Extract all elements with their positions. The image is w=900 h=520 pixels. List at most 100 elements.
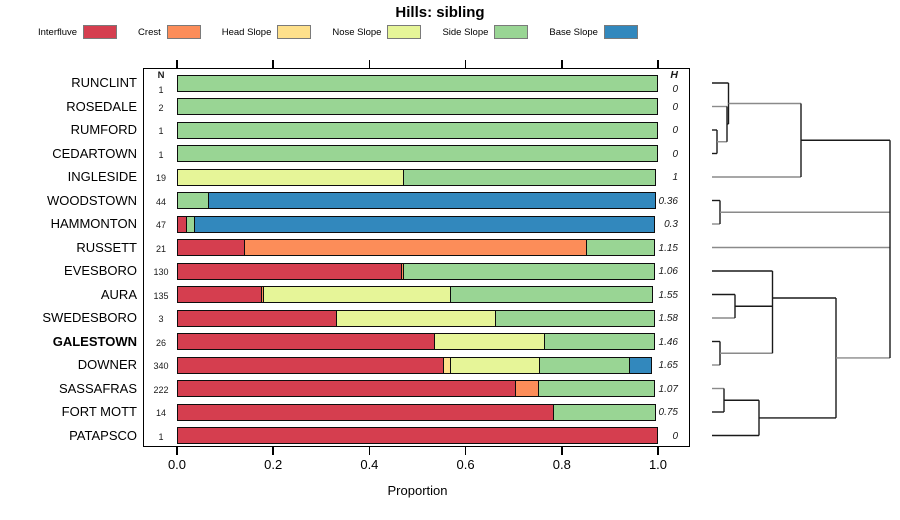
bar-segment-nose-slope: [262, 286, 452, 303]
stacked-bar-swedesboro: [177, 309, 655, 327]
row-label-downer: DOWNER: [77, 357, 137, 372]
x-axis-tick-label: 0.8: [552, 457, 571, 472]
bar-segment-crest: [515, 380, 540, 397]
x-axis-tick-label: 1.0: [648, 457, 668, 472]
x-axis-tick-top: [464, 60, 467, 68]
bar-segment-interfluve: [177, 239, 246, 256]
bar-segment-crest: [244, 239, 588, 256]
legend-item-nose-slope: Nose Slope: [332, 25, 422, 39]
stacked-bar-cedartown: [177, 145, 658, 162]
bar-segment-nose-slope: [449, 356, 541, 374]
row-h-value: 0.3: [664, 219, 678, 230]
row-label-swedesboro: SWEDESBORO: [42, 310, 137, 325]
row-h-value: 0: [672, 430, 678, 442]
stacked-bar-rumford: [177, 121, 658, 139]
bar-segment-side-slope: [403, 168, 657, 186]
row-label-aura: AURA: [100, 286, 137, 302]
x-axis-tick-bottom: [561, 447, 563, 455]
row-n-value: 1: [158, 149, 164, 160]
x-axis-tick-top: [561, 60, 563, 68]
x-axis-tick-label: 0.0: [167, 457, 187, 472]
row-label-patapsco: PATAPSCO: [69, 427, 137, 443]
row-label-galestown: GALESTOWN: [52, 333, 137, 349]
bar-segment-interfluve: [177, 403, 556, 421]
row-label-russett: RUSSETT: [76, 239, 137, 255]
row-h-value: 0.36: [658, 195, 678, 207]
n-column-header: N: [157, 70, 165, 81]
row-n-value: 1: [158, 126, 164, 136]
row-label-rumford: RUMFORD: [70, 122, 137, 137]
bar-segment-interfluve: [177, 356, 445, 374]
stacked-bar-runclint: [177, 74, 658, 92]
row-h-value: 1.07: [658, 383, 678, 395]
legend-swatch-interfluve: [83, 25, 118, 39]
bar-segment-side-slope: [537, 380, 655, 397]
bar-segment-interfluve: [177, 262, 403, 280]
bar-segment-interfluve: [177, 286, 263, 303]
row-n-value: 3: [158, 314, 164, 324]
row-h-value: 1.06: [658, 266, 678, 277]
x-axis-tick-bottom: [368, 447, 371, 455]
row-label-rosedale: ROSEDALE: [66, 98, 137, 114]
legend-label: Nose Slope: [332, 26, 382, 38]
row-n-value: 21: [155, 243, 166, 254]
legend: Interfluve Crest Head Slope Nose Slope S…: [38, 25, 638, 39]
stacked-bar-hammonton: [177, 215, 655, 233]
stacked-bar-galestown: [177, 333, 655, 350]
row-n-value: 340: [153, 361, 169, 371]
chart-title: Hills: sibling: [395, 4, 485, 21]
row-label-evesboro: EVESBORO: [64, 263, 137, 278]
x-axis-tick-bottom: [272, 447, 274, 455]
x-axis-title: Proportion: [387, 483, 448, 498]
x-axis-tick-top: [272, 60, 274, 68]
row-h-value: 1.65: [658, 360, 678, 371]
row-h-value: 0: [672, 84, 678, 95]
legend-label: Base Slope: [549, 26, 598, 38]
bar-segment-side-slope: [553, 403, 657, 421]
bar-segment-side-slope: [177, 98, 658, 115]
row-n-value: 135: [153, 290, 169, 301]
x-axis-tick-bottom: [657, 447, 659, 455]
row-h-value: 0: [672, 101, 678, 113]
bar-segment-interfluve: [177, 309, 338, 327]
row-h-value: 1.46: [658, 336, 678, 348]
h-column-header: H: [670, 69, 678, 81]
stacked-bar-rosedale: [177, 98, 658, 115]
bar-segment-interfluve: [177, 380, 518, 397]
row-label-woodstown: WOODSTOWN: [46, 192, 137, 208]
legend-item-side-slope: Side Slope: [442, 25, 529, 39]
legend-item-base-slope: Base Slope: [549, 25, 638, 39]
legend-label: Head Slope: [221, 26, 272, 38]
row-n-value: 2: [158, 102, 164, 113]
bar-segment-side-slope: [586, 239, 655, 256]
row-h-value: 1: [672, 172, 678, 183]
bar-segment-base-slope: [208, 192, 657, 209]
stacked-bar-ingleside: [177, 168, 657, 186]
bar-segment-side-slope: [450, 286, 654, 303]
row-h-value: 0: [672, 125, 678, 136]
x-axis-tick-label: 0.6: [456, 457, 475, 472]
row-h-value: 0.75: [658, 407, 678, 418]
legend-swatch-head-slope: [277, 25, 312, 39]
x-axis-tick-label: 0.2: [264, 457, 283, 472]
row-n-value: 222: [153, 384, 169, 395]
stacked-bar-fort-mott: [177, 403, 657, 421]
bar-segment-interfluve: [177, 427, 658, 444]
plot-border: [143, 68, 690, 447]
legend-item-interfluve: Interfluve: [38, 25, 118, 39]
row-label-fort-mott: FORT MOTT: [61, 404, 137, 419]
bar-segment-nose-slope: [434, 333, 546, 350]
bar-segment-base-slope: [194, 215, 655, 233]
legend-label: Side Slope: [442, 26, 489, 38]
row-n-value: 1: [158, 85, 164, 95]
x-axis-tick-top: [368, 60, 371, 68]
row-h-value: 1.58: [658, 313, 678, 324]
bar-segment-side-slope: [403, 262, 655, 280]
row-label-cedartown: CEDARTOWN: [52, 145, 137, 161]
stacked-bar-evesboro: [177, 262, 655, 280]
bar-segment-side-slope: [177, 74, 658, 92]
row-n-value: 47: [155, 220, 166, 230]
x-axis-tick-label: 0.4: [360, 457, 379, 472]
row-label-hammonton: HAMMONTON: [50, 216, 137, 231]
